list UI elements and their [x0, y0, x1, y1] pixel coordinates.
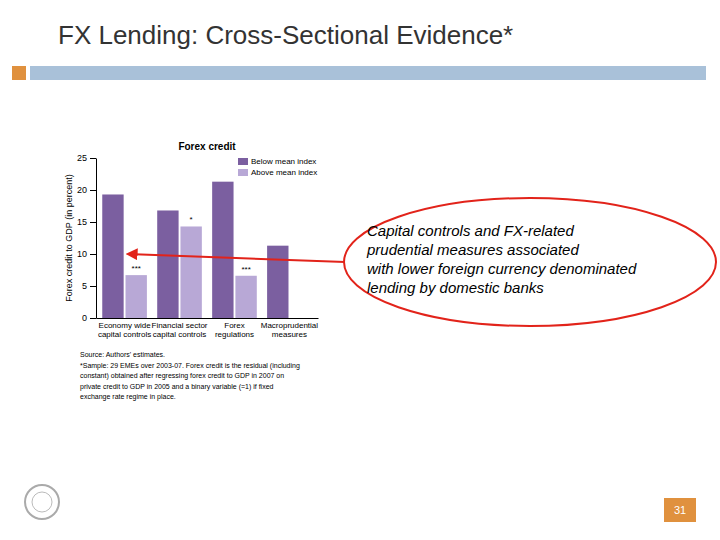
y-tick-mark	[90, 190, 96, 191]
y-tick: 15	[77, 217, 96, 227]
callout-text: prudential measures associated	[366, 241, 579, 258]
page-number-box	[664, 498, 696, 522]
significance-label: *	[190, 215, 193, 224]
logo-seal-inner	[32, 492, 52, 512]
source-note: *Sample: 29 EMEs over 2003-07. Forex cre…	[80, 362, 300, 370]
legend-swatch	[238, 169, 248, 176]
y-tick-label: 15	[77, 217, 87, 227]
y-tick-label: 5	[82, 281, 87, 291]
y-tick-mark	[90, 286, 96, 287]
source-note: Source: Authors' estimates.	[80, 351, 165, 358]
y-tick: 25	[77, 153, 96, 163]
y-tick: 10	[77, 249, 96, 259]
x-axis: Economy widecapital controlsFinancial se…	[97, 318, 319, 339]
bar	[212, 182, 233, 318]
callout-text: with lower foreign currency denominated	[367, 260, 637, 277]
bar	[102, 194, 123, 318]
page-number: 31	[674, 504, 686, 516]
significance-label: ***	[241, 265, 250, 274]
x-tick-label: Forexregulations	[215, 321, 254, 338]
legend-swatch	[238, 158, 248, 165]
bar	[180, 226, 201, 318]
x-tick: Macroprudentialmeasures	[261, 318, 319, 339]
header-accent	[12, 66, 26, 80]
header-bar	[30, 66, 706, 80]
y-tick-mark	[90, 254, 96, 255]
y-tick-label: 25	[77, 153, 87, 163]
x-tick: Economy widecapital controls	[98, 318, 151, 339]
y-tick-label: 20	[77, 185, 87, 195]
y-tick-mark	[90, 318, 96, 319]
bar	[267, 246, 288, 318]
legend-label: Below mean index	[251, 157, 316, 166]
y-tick-mark	[90, 222, 96, 223]
y-tick-mark	[90, 158, 96, 159]
slide: FX Lending: Cross-Sectional Evidence* For…	[0, 0, 720, 540]
y-tick-label: 0	[82, 313, 87, 323]
legend-label: Above mean index	[251, 168, 317, 177]
callout-text: lending by domestic banks	[367, 279, 544, 296]
logo-seal	[25, 485, 59, 519]
x-tick: Forexregulations	[215, 318, 254, 339]
chart-title: Forex credit	[178, 141, 236, 152]
y-tick: 20	[77, 185, 96, 195]
bar	[235, 276, 256, 318]
x-tick-label: Financial sectorcapital controls	[152, 321, 208, 338]
slide-title: FX Lending: Cross-Sectional Evidence*	[58, 20, 513, 50]
source-note: exchange rate regime in place.	[80, 393, 176, 401]
y-tick: 0	[82, 313, 96, 323]
x-tick: Financial sectorcapital controls	[152, 318, 208, 339]
significance-label: ***	[132, 264, 141, 273]
y-axis-title: Forex credit to GDP (in percent)	[64, 174, 74, 301]
callout-ellipse	[344, 198, 716, 326]
legend: Below mean index Above mean index	[238, 157, 317, 177]
y-tick-label: 10	[77, 249, 87, 259]
x-tick-label: Economy widecapital controls	[98, 321, 151, 338]
x-axis-line	[97, 318, 319, 319]
bar	[157, 210, 178, 318]
bars	[102, 182, 288, 318]
y-axis: 0 5 10 15 20 25	[77, 153, 97, 323]
callout-text: Capital controls and FX-related	[367, 222, 574, 239]
source-note: constant) obtained after regressing fore…	[80, 372, 284, 380]
callout-arrow	[128, 254, 345, 262]
legend-entry: Above mean index	[238, 168, 317, 177]
source-note: private credit to GDP in 2005 and a bina…	[80, 383, 274, 391]
y-axis-line	[96, 159, 97, 319]
legend-entry: Below mean index	[238, 157, 316, 166]
y-tick: 5	[82, 281, 96, 291]
bar	[126, 275, 147, 318]
x-tick-label: Macroprudentialmeasures	[261, 321, 319, 338]
